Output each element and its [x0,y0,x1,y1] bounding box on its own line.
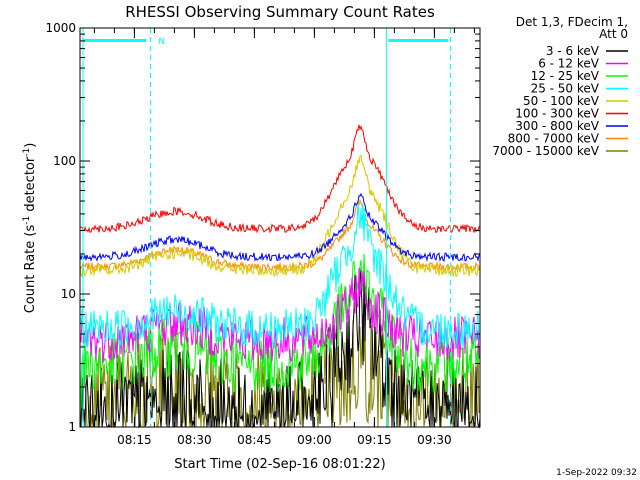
legend-label-8: 800 - 7000 keV [508,132,600,146]
night-annotation: N [158,37,165,47]
y-axis-label-sup1: -1 [22,216,32,225]
night-bar-right [388,39,449,42]
legend-label-1: 3 - 6 keV [546,44,600,58]
y-axis-label-end: ) [23,143,38,148]
x-tick-label: 08:30 [177,433,212,447]
x-axis-ticks: 08:15 08:30 08:45 09:00 09:15 09:30 [93,28,475,447]
x-tick-label: 08:15 [117,433,152,447]
legend-label-7: 300 - 800 keV [515,119,599,133]
legend-header-1: Det 1,3, FDecim 1, [516,15,628,29]
x-tick-label: 09:00 [297,433,332,447]
night-bar-left [83,39,147,42]
series-traces [79,124,481,429]
y-tick-label: 10 [61,287,76,301]
legend-label-3: 12 - 25 keV [531,69,600,83]
y-axis-label-sup2: -1 [22,148,32,157]
series-line-5 [79,154,481,278]
legend-label-6: 100 - 300 keV [515,107,599,121]
series-line-4 [79,201,481,349]
chart-title: RHESSI Observing Summary Count Rates [125,3,435,21]
y-axis-ticks: 1 10 100 1000 [45,21,480,434]
orbit-markers: N [82,28,451,427]
y-axis-label-mid: detector [23,156,38,216]
x-tick-label: 09:30 [417,433,452,447]
plot-frame [79,27,481,428]
y-tick-label: 1000 [45,21,76,35]
legend-label-9: 7000 - 15000 keV [492,144,599,158]
legend-label-2: 6 - 12 keV [538,57,600,71]
x-tick-label: 08:45 [237,433,272,447]
series-line-2 [79,267,481,364]
legend-label-4: 25 - 50 keV [531,82,600,96]
series-line-6 [79,124,481,234]
series-line-3 [79,253,481,409]
legend-label-5: 50 - 100 keV [523,94,600,108]
y-tick-label: 100 [53,154,76,168]
x-tick-label: 09:15 [357,433,392,447]
y-axis-label: Count Rate (s-1 detector-1) [22,143,38,314]
y-tick-label: 1 [68,420,76,434]
series-line-7 [79,192,481,263]
y-axis-label-main: Count Rate (s [23,225,38,314]
timestamp: 1-Sep-2022 09:32 [556,468,637,478]
legend-header-2: Att 0 [599,27,628,41]
x-axis-label: Start Time (02-Sep-16 08:01:22) [174,457,385,472]
